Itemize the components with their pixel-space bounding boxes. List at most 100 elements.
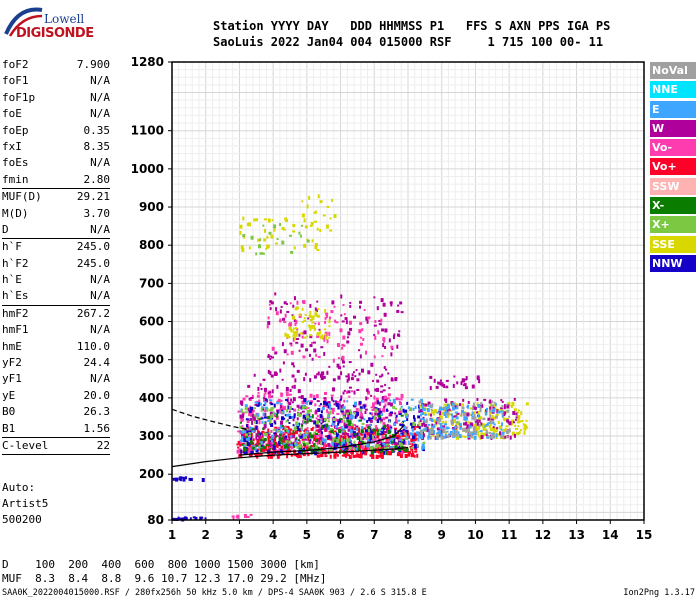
data-point [416,425,420,428]
data-point [493,401,496,404]
data-point [406,417,409,422]
data-point [374,412,377,416]
data-point [436,432,439,435]
data-point [444,420,447,424]
data-point [333,444,336,449]
data-point [418,422,421,427]
data-point [267,428,270,433]
data-point [262,447,266,452]
data-point [301,424,304,427]
data-point [263,393,266,398]
data-point [367,428,370,433]
data-point [306,204,309,209]
data-point [435,385,439,389]
data-point [315,429,319,432]
data-point [307,317,310,320]
data-point [452,432,455,437]
data-point [326,339,329,344]
data-point [342,344,346,347]
data-point [268,447,271,450]
data-point [303,330,307,335]
data-point [264,406,268,410]
data-point [426,407,430,412]
data-point [273,403,276,408]
data-point [337,445,340,449]
data-point [372,435,375,440]
data-point [392,398,396,403]
data-point [178,517,182,520]
data-point [289,444,293,447]
auto-label: Auto: [2,481,36,494]
data-point [411,450,414,454]
data-point [269,358,272,361]
data-point [314,403,317,407]
data-point [255,252,258,256]
data-point [266,244,270,249]
data-point [311,321,315,324]
data-point [489,402,492,407]
data-point [314,245,318,250]
data-point [239,442,242,447]
data-point [285,409,288,413]
data-point [250,235,254,240]
data-point [334,453,337,456]
data-point [320,377,324,381]
data-point [236,514,240,519]
data-point [431,423,434,428]
data-point [324,333,327,336]
data-point [356,427,359,431]
data-point [406,401,409,405]
data-point [382,302,386,307]
auto-version: 500200 [2,513,42,526]
data-point [455,435,459,440]
data-point [340,430,344,433]
data-point [340,314,343,317]
data-point [347,442,350,446]
data-point [409,407,413,412]
data-point [275,413,278,417]
data-point [314,375,318,379]
y-tick-label: 800 [139,238,164,252]
data-point [285,219,289,223]
data-point [382,442,386,445]
data-point [463,383,467,387]
data-point [294,322,297,326]
data-point [383,312,387,317]
data-point [246,426,249,430]
data-point [239,431,242,435]
data-point [477,410,480,414]
data-point [248,432,252,435]
data-point [418,410,421,413]
chart-axes [168,61,645,524]
data-point [384,345,387,349]
data-point [303,317,306,320]
data-point [376,441,380,446]
data-point [242,418,245,421]
data-point [276,454,280,459]
param-name: D [2,222,9,236]
data-point [463,416,467,421]
data-point [365,396,368,401]
data-point [248,452,251,457]
data-point [286,310,290,313]
data-point [312,324,316,329]
data-point [236,443,239,446]
data-point [259,238,262,242]
data-point [285,429,288,433]
data-point [367,437,370,442]
data-point [473,435,477,440]
data-point [310,450,313,455]
data-point [250,450,254,454]
data-point [280,411,283,414]
data-point [326,205,330,208]
data-point [445,385,448,388]
data-point [272,444,276,447]
data-point [476,431,480,434]
data-point [495,413,499,416]
data-point [467,400,470,404]
data-point [266,235,269,239]
data-point [279,404,282,409]
data-point [290,428,293,431]
data-point [309,334,313,337]
data-point [273,442,276,446]
